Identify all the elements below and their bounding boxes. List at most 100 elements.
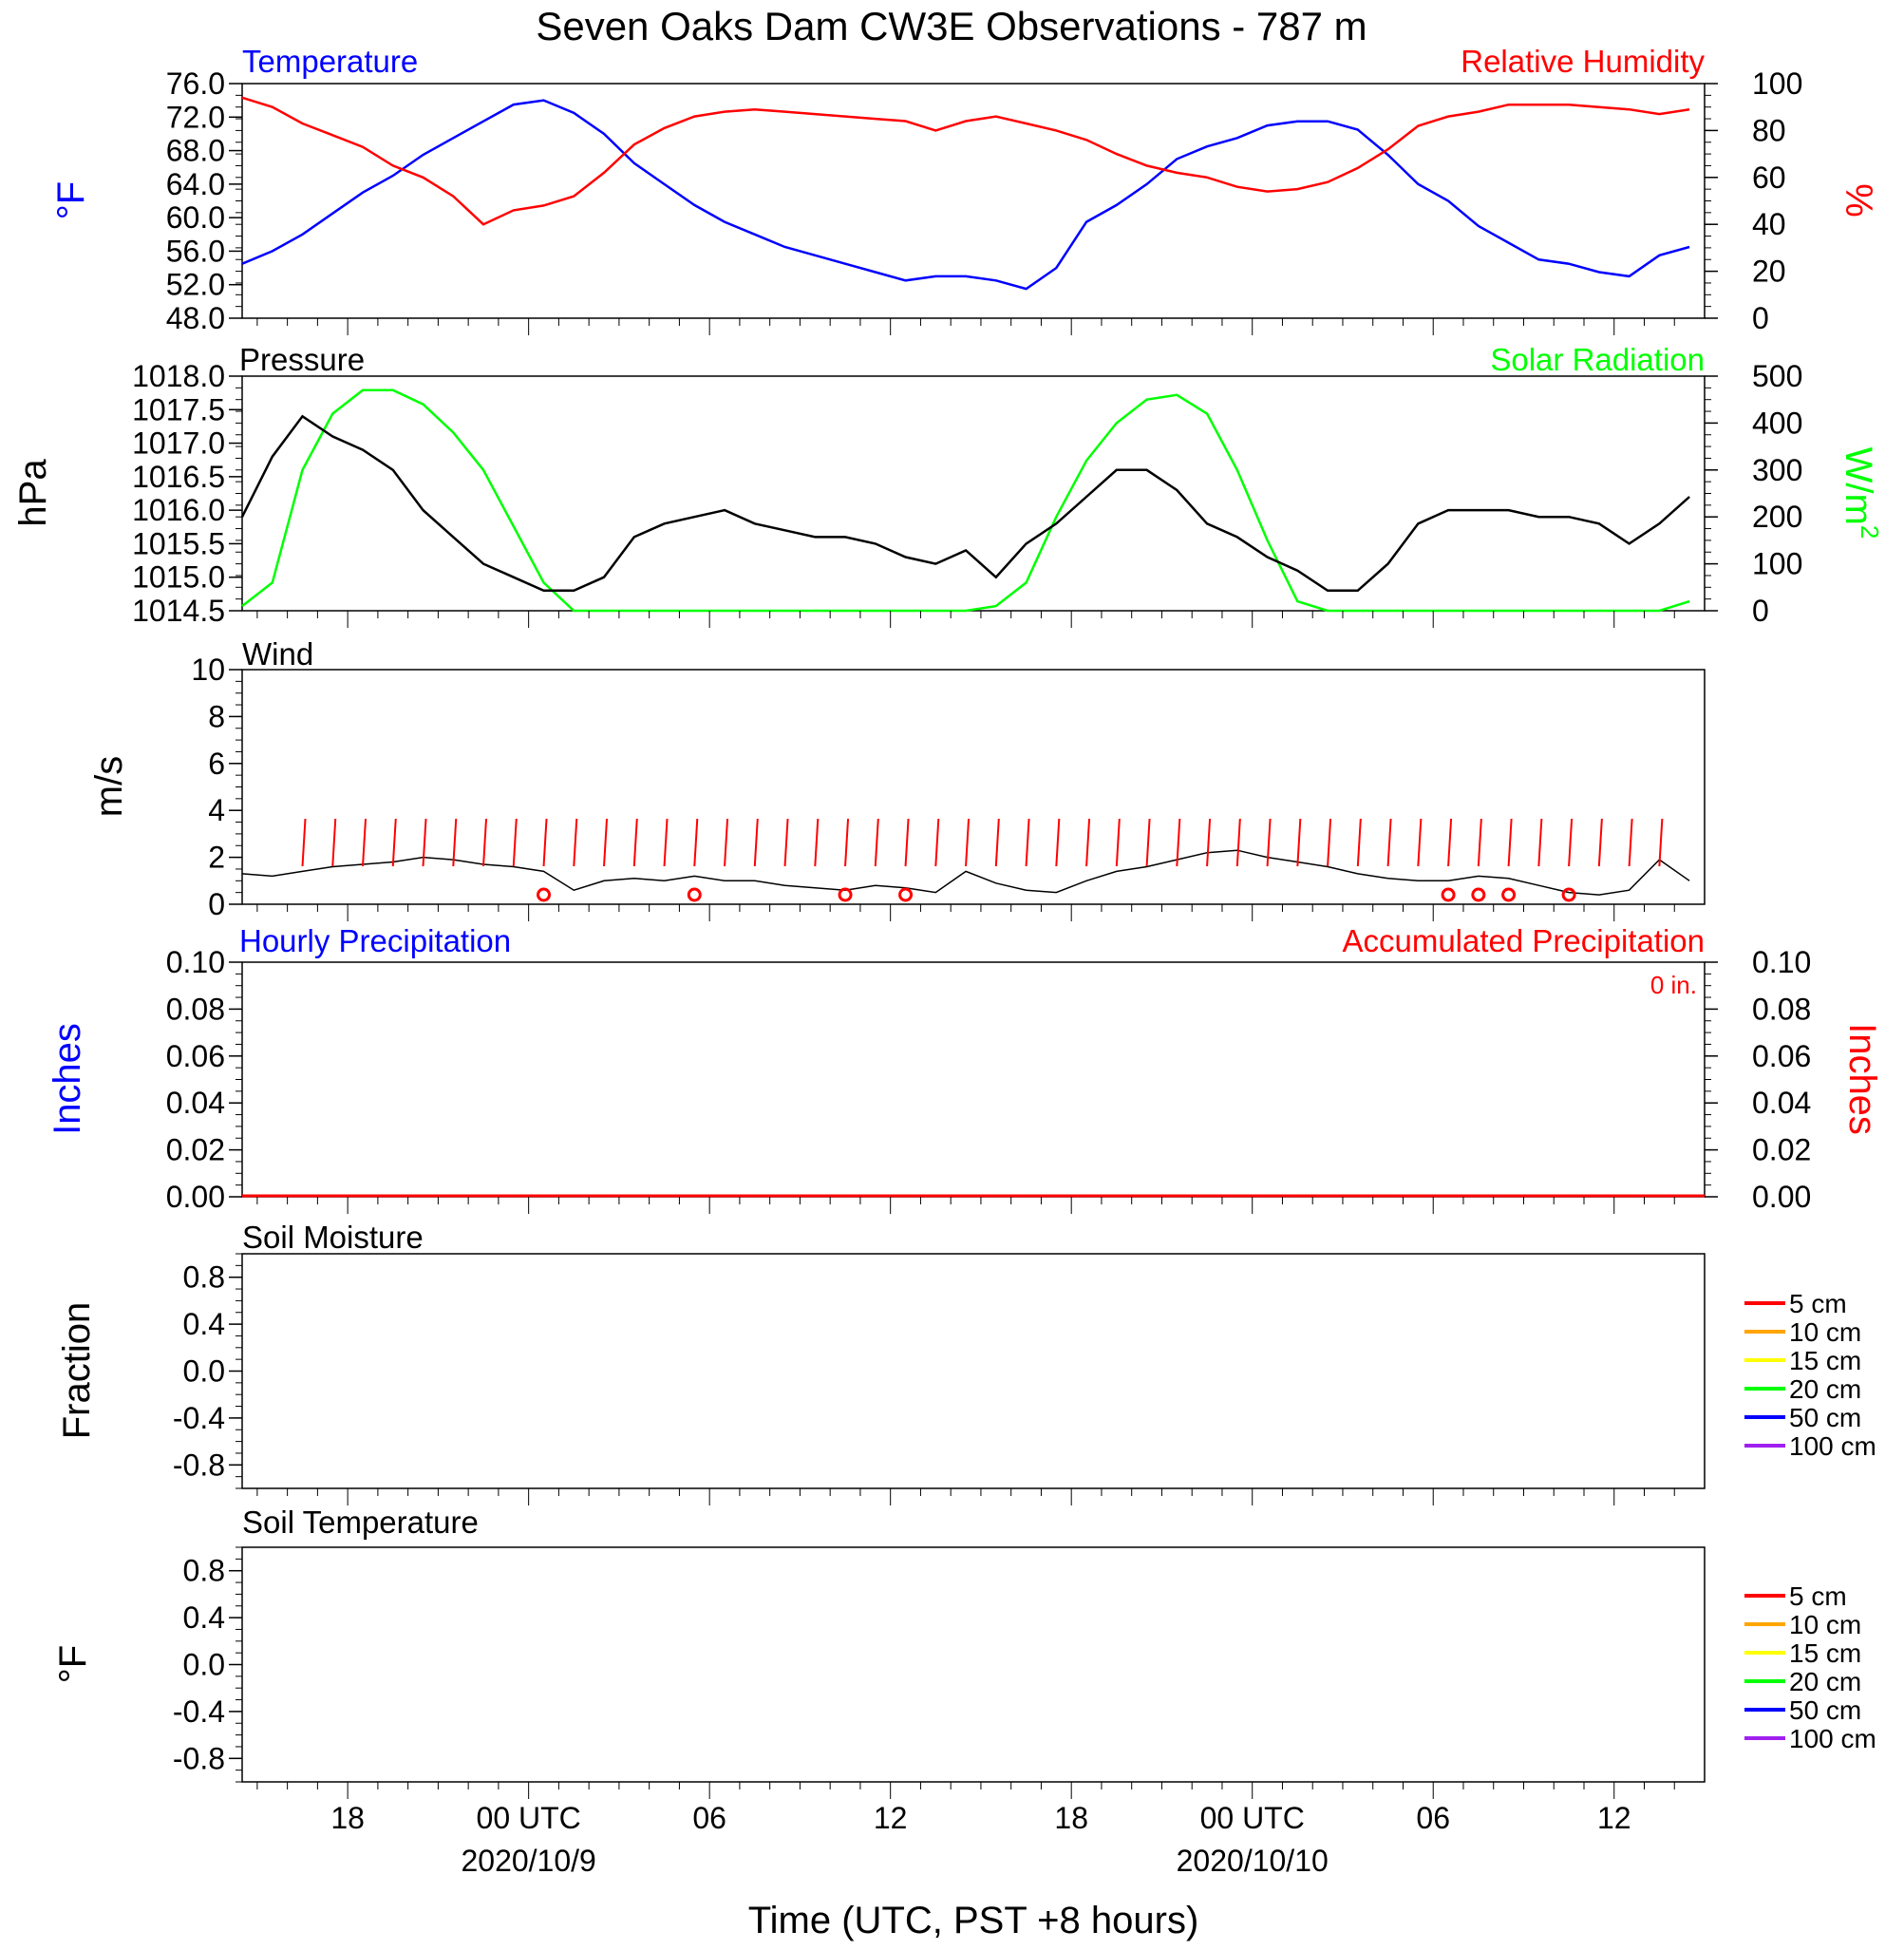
- ticks-solar: 500 400 300 200 100 0: [1705, 359, 1802, 628]
- x-tick-label: 00 UTC: [1200, 1801, 1305, 1835]
- y-tick-label: 0.0: [183, 1354, 225, 1389]
- y-tick-label: 1017.0: [132, 426, 225, 461]
- wind-barb: [844, 818, 850, 867]
- series-line-relative-humidity: [241, 96, 1690, 226]
- series-line-pressure: [240, 414, 1690, 593]
- wind-barb: [1206, 818, 1212, 867]
- panel-title-accum-precip: Accumulated Precipitation: [1342, 923, 1705, 958]
- wind-barb: [874, 818, 879, 867]
- y-tick-label: 52.0: [166, 268, 225, 302]
- ticks-temperature: 76.072.068.064.060.056.052.048.0: [166, 66, 242, 335]
- y-axis-label-fraction: Fraction: [56, 1302, 98, 1440]
- legend-label: 20 cm: [1789, 1374, 1861, 1404]
- y-axis-label-inches-left: Inches: [47, 1023, 88, 1135]
- y-tick-label: 0: [1752, 301, 1769, 335]
- wind-barb: [452, 818, 458, 867]
- wind-barb: [753, 818, 759, 867]
- wind-barb: [693, 818, 699, 867]
- ticks-hourly-precip: 0.10 0.08 0.06 0.04 0.02 0.00: [166, 945, 242, 1214]
- panel-title-wind: Wind: [242, 636, 313, 672]
- y-tick-label: 60.0: [166, 200, 225, 235]
- series-line-solar: [241, 388, 1690, 613]
- y-tick-label: 76.0: [166, 66, 225, 101]
- wind-barb: [904, 818, 910, 867]
- legend-label: 5 cm: [1789, 1289, 1847, 1318]
- accum-precip-total: 0 in.: [1650, 971, 1697, 999]
- wind-barb: [1176, 818, 1181, 867]
- y-tick-label: 8: [208, 699, 225, 733]
- y-tick-label: 0.06: [1752, 1039, 1811, 1073]
- y-tick-label: 1015.5: [132, 526, 225, 560]
- wind-barb: [542, 818, 548, 867]
- plot-frame: [241, 1546, 1706, 1783]
- y-tick-label: 1018.0: [132, 359, 225, 393]
- legend-label: 50 cm: [1789, 1695, 1861, 1725]
- ticks-humidity: 100 80 60 40 20 0: [1705, 66, 1802, 335]
- y-tick-label: 100: [1752, 66, 1802, 101]
- wind-barb: [1628, 818, 1633, 867]
- y-tick-label: 68.0: [166, 134, 225, 168]
- wind-barb: [1266, 818, 1272, 867]
- wind-barb: [1145, 818, 1151, 867]
- y-tick-label: 0.04: [1752, 1086, 1811, 1120]
- y-tick-label: -0.4: [173, 1694, 225, 1729]
- y-tick-label: 20: [1752, 255, 1786, 289]
- y-tick-label: 0.08: [1752, 992, 1811, 1026]
- wind-barb: [482, 818, 488, 867]
- wm2-superscript: 2: [1856, 525, 1884, 539]
- calm-wind-marker: [838, 887, 853, 902]
- panel-title-temperature: Temperature: [242, 44, 418, 79]
- y-tick-label: 0: [1752, 594, 1769, 628]
- legend-label: 20 cm: [1789, 1667, 1861, 1696]
- y-axis-label-percent: %: [1838, 183, 1879, 218]
- calm-markers: [537, 887, 1576, 902]
- x-tick-label: 18: [1054, 1801, 1088, 1835]
- figure-title: Seven Oaks Dam CW3E Observations - 787 m: [536, 4, 1367, 48]
- legend-label: 100 cm: [1789, 1431, 1876, 1461]
- plot-frame: [241, 1253, 1706, 1489]
- y-tick-label: 72.0: [166, 100, 225, 134]
- y-tick-label: 56.0: [166, 234, 225, 268]
- y-tick-label: 0.06: [166, 1039, 225, 1073]
- wind-barb: [301, 818, 307, 867]
- ticks-soil-moisture: 0.8 0.4 0.0 -0.4 -0.8: [173, 1253, 242, 1489]
- y-axis-label-soil-fahrenheit: °F: [52, 1645, 94, 1683]
- y-tick-label: 1016.0: [132, 493, 225, 527]
- plot-frame: [241, 375, 1706, 612]
- legend-label: 15 cm: [1789, 1346, 1861, 1375]
- legend-label: 10 cm: [1789, 1610, 1861, 1639]
- wind-barb: [663, 818, 669, 867]
- ticks-pressure: 1018.01017.51017.01016.51016.01015.51015…: [132, 359, 242, 628]
- wind-barb: [1537, 818, 1543, 867]
- wind-barb: [1417, 818, 1423, 867]
- y-tick-label: 60: [1752, 161, 1786, 195]
- calm-wind-marker: [1471, 887, 1486, 902]
- x-tick-label: 06: [1416, 1801, 1450, 1835]
- calm-wind-marker: [1441, 887, 1456, 902]
- y-tick-label: 0.00: [166, 1180, 225, 1214]
- wind-barb: [994, 818, 1000, 867]
- y-axis-label-fahrenheit: °F: [50, 181, 92, 219]
- wind-barb: [1597, 818, 1603, 867]
- wind-barb: [1507, 818, 1513, 867]
- y-axis-label-ms: m/s: [88, 756, 130, 817]
- y-tick-label: 0.10: [1752, 945, 1811, 979]
- wind-barb: [1568, 818, 1574, 867]
- y-tick-label: 0.04: [166, 1086, 225, 1120]
- wind-barb: [1085, 818, 1091, 867]
- wind-barb: [1386, 818, 1392, 867]
- y-tick-label: 1014.5: [132, 594, 225, 628]
- y-tick-label: 48.0: [166, 301, 225, 335]
- y-tick-label: 6: [208, 747, 225, 781]
- y-tick-label: -0.8: [173, 1741, 225, 1775]
- panel-title-humidity: Relative Humidity: [1461, 44, 1705, 79]
- y-tick-label: 0.00: [1752, 1180, 1811, 1214]
- wind-barb: [1115, 818, 1121, 867]
- y-tick-label: 2: [208, 841, 225, 875]
- panel-soil-moisture: Soil Moisture Fraction 0.8 0.4 0.0 -0.4 -0.8…: [56, 1220, 1876, 1489]
- wind-barb: [512, 818, 518, 867]
- x-date-label: 2020/10/9: [461, 1844, 595, 1878]
- calm-wind-marker: [898, 887, 914, 902]
